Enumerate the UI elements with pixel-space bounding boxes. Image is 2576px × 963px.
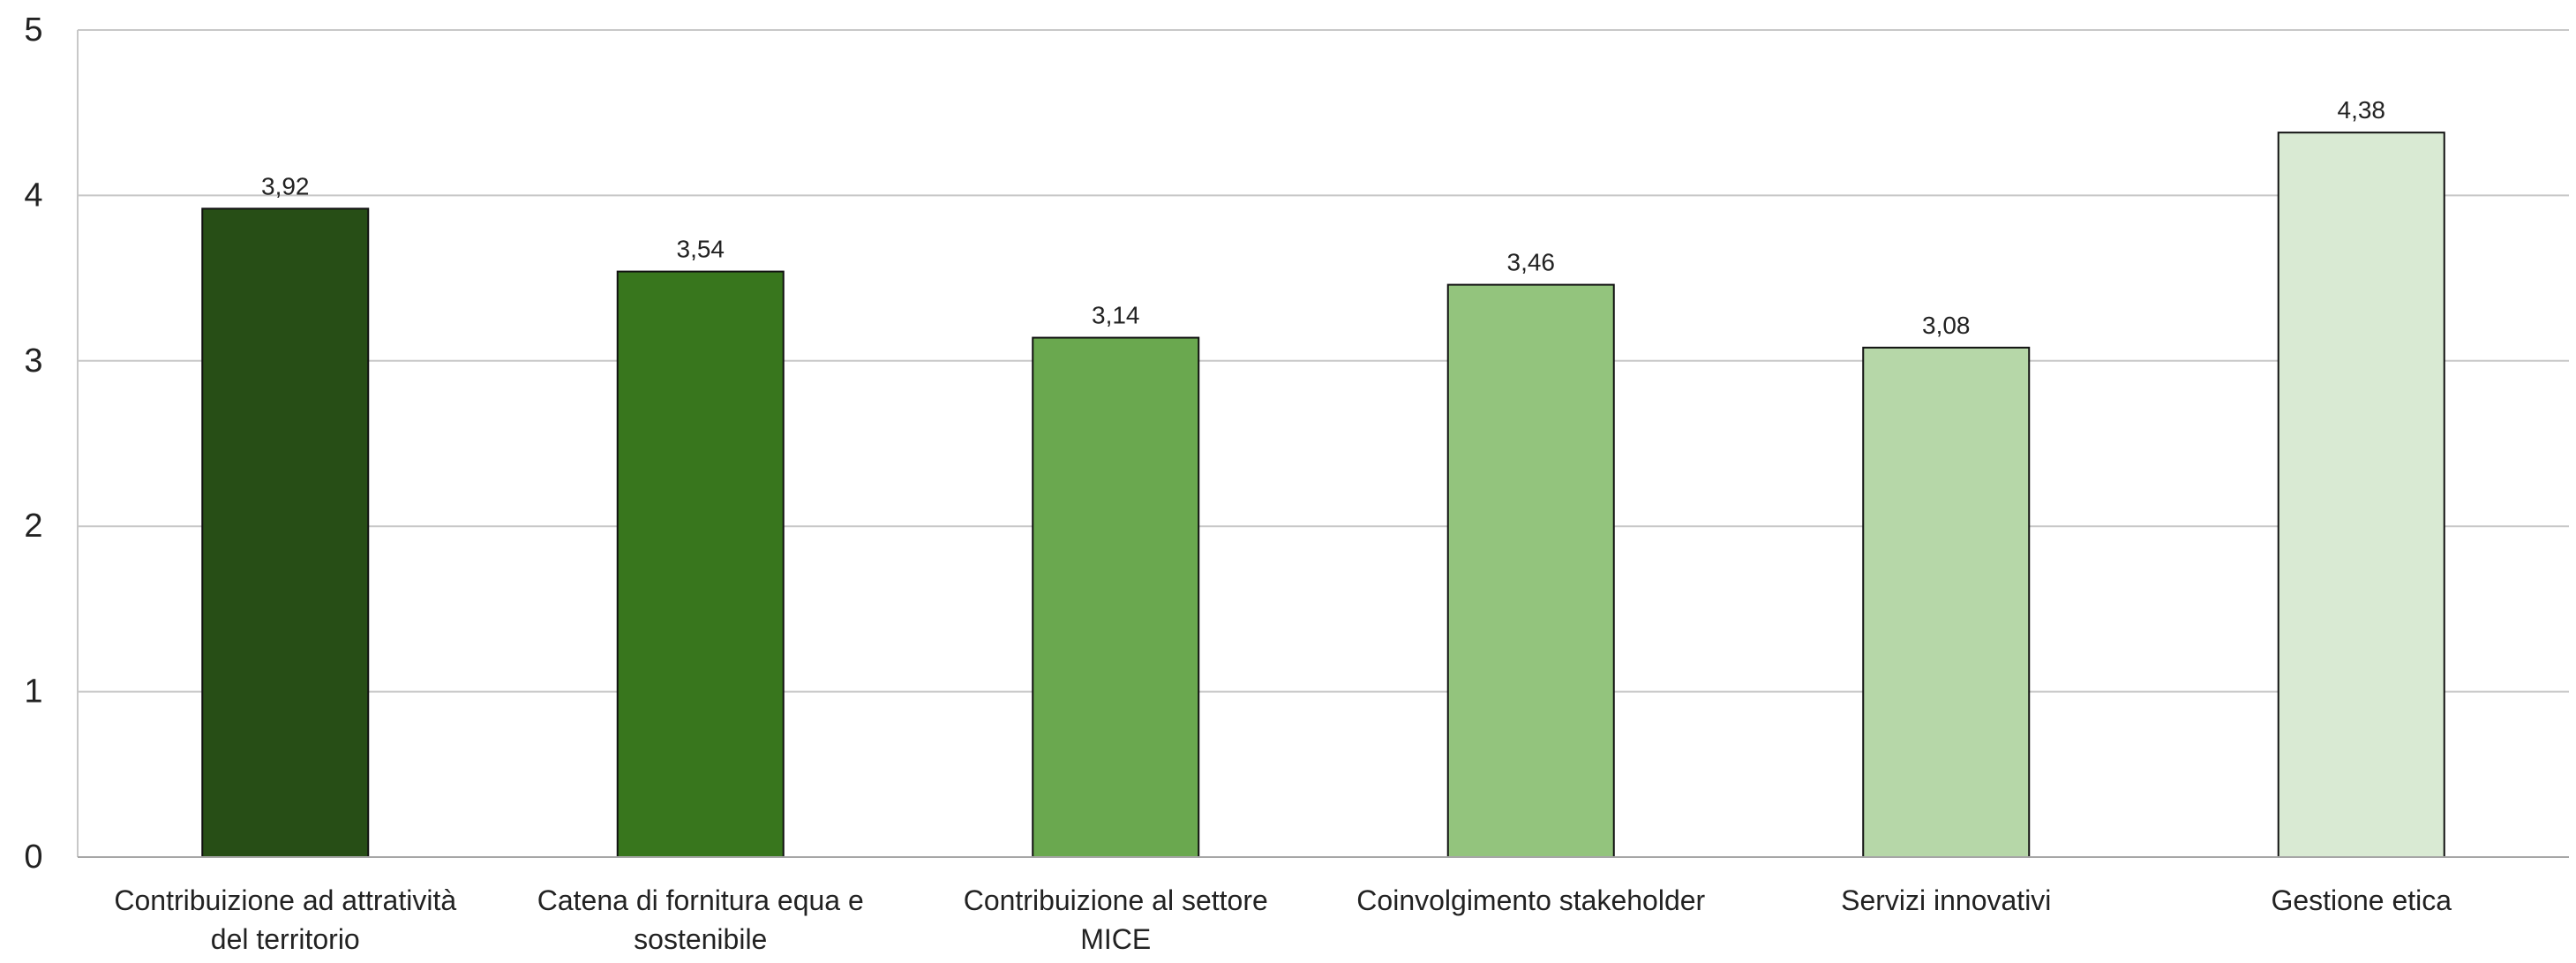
bar: [1862, 346, 2031, 859]
bars: [201, 132, 2445, 859]
data-label: 3,92: [261, 172, 310, 199]
x-tick-label-line: sostenibile: [634, 923, 767, 955]
x-tick-label-line: Catena di fornitura equa e: [537, 884, 864, 916]
bar: [1446, 283, 1615, 858]
data-labels: 3,92 3,54 3,14 3,46 3,08 4,38: [261, 96, 2385, 339]
data-label: 4,38: [2338, 96, 2386, 124]
x-tick-label: Servizi innovativi: [1841, 884, 2051, 916]
bar: [201, 207, 370, 858]
data-label: 3,54: [677, 236, 725, 263]
y-tick-label: 4: [24, 177, 42, 214]
data-label: 3,08: [1922, 312, 1971, 339]
x-tick-label-line: Gestione etica: [2271, 884, 2452, 916]
x-tick-label: Contribuizione al settore MICE: [964, 884, 1268, 955]
bar: [2277, 132, 2445, 859]
gridlines: [77, 29, 2569, 857]
data-label: 3,14: [1092, 302, 1140, 329]
y-tick-label: 2: [24, 508, 42, 545]
x-tick-label-line: Contribuizione al settore: [964, 884, 1268, 916]
y-axis-ticks: 0 1 2 3 4 5: [24, 11, 42, 876]
x-axis-ticks: Contribuizione ad attratività del territo…: [114, 884, 2452, 955]
x-tick-label: Contribuizione ad attratività del territo…: [114, 884, 456, 955]
y-tick-label: 5: [24, 11, 42, 49]
bar: [1032, 336, 1200, 858]
y-tick-label: 1: [24, 673, 42, 711]
x-tick-label-line: del territorio: [211, 923, 360, 955]
x-tick-label-line: MICE: [1080, 923, 1151, 955]
x-tick-label-line: Servizi innovativi: [1841, 884, 2051, 916]
data-label: 3,46: [1507, 249, 1556, 276]
y-tick-label: 0: [24, 839, 42, 876]
x-tick-label: Coinvolgimento stakeholder: [1356, 884, 1705, 916]
x-tick-label-line: Coinvolgimento stakeholder: [1356, 884, 1705, 916]
x-tick-label-line: Contribuizione ad attratività: [114, 884, 456, 916]
bar: [616, 270, 785, 858]
x-tick-label: Gestione etica: [2271, 884, 2452, 916]
y-tick-label: 3: [24, 342, 42, 380]
x-tick-label: Catena di fornitura equa e sostenibile: [537, 884, 864, 955]
